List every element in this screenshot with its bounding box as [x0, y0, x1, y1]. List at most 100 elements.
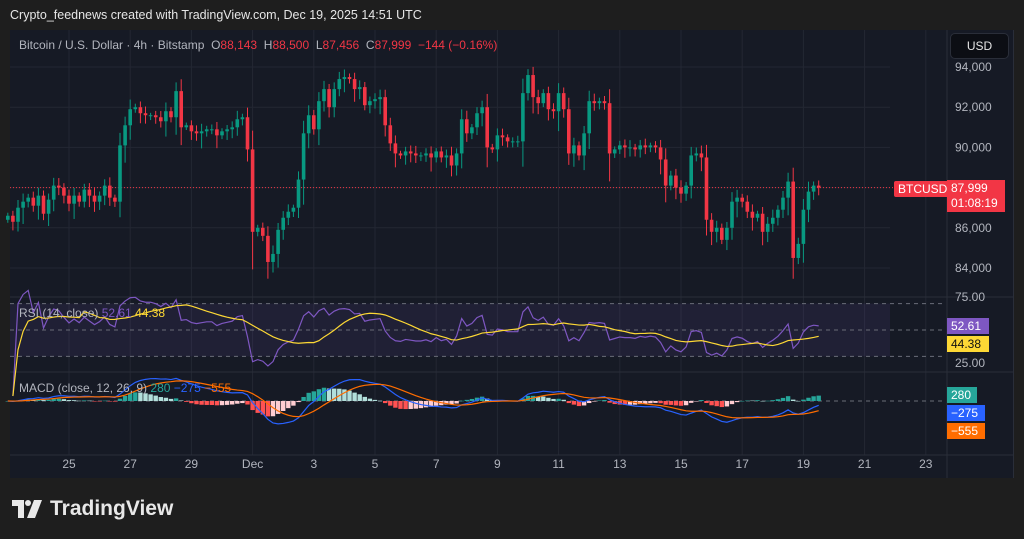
candle-body: [62, 187, 66, 196]
candle-body: [306, 115, 311, 134]
candle-body: [459, 119, 464, 154]
candle-body: [771, 217, 775, 224]
macd-histogram-bar: [342, 389, 347, 401]
macd-histogram-bar: [796, 400, 801, 402]
candle-body: [128, 109, 132, 126]
macd-histogram-bar: [454, 401, 459, 404]
macd-histogram-bar: [66, 400, 72, 401]
macd-histogram-bar: [326, 388, 332, 401]
macd-histogram-bar: [541, 396, 546, 401]
candle-body: [179, 91, 183, 128]
candle-body: [296, 179, 301, 208]
macd-histogram-bar: [755, 400, 760, 401]
candle-body: [480, 107, 484, 114]
candle-body: [26, 197, 30, 202]
macd-histogram-bar: [724, 401, 730, 407]
macd-histogram-bar: [158, 397, 163, 401]
candle-body: [704, 157, 709, 220]
macd-histogram-bar: [301, 396, 306, 401]
macd-histogram-bar: [750, 400, 755, 402]
macd-histogram-bar: [561, 399, 566, 401]
macd-histogram-bar: [785, 396, 791, 401]
macd-legend: MACD (close, 12, 26, 9) 280 −275 −555: [19, 381, 231, 395]
candle-body: [755, 213, 760, 218]
candle-body: [373, 99, 377, 102]
candle-body: [67, 195, 71, 204]
macd-histogram-bar: [316, 389, 322, 401]
open-label: O: [211, 38, 221, 52]
candle-body: [638, 145, 642, 150]
candle-body: [720, 227, 724, 240]
currency-button[interactable]: USD: [950, 33, 1009, 59]
x-tick-label: 11: [552, 457, 565, 471]
tradingview-logo[interactable]: TradingView: [12, 497, 173, 521]
rsi-title[interactable]: RSI (14, close): [19, 306, 99, 320]
macd-histogram-bar: [275, 401, 281, 414]
candle-body: [740, 197, 744, 202]
macd-histogram-bar: [281, 401, 286, 411]
candle-body: [189, 125, 194, 132]
candle-body: [332, 89, 336, 108]
macd-title[interactable]: MACD (close, 12, 26, 9): [19, 381, 148, 395]
macd-histogram-bar: [163, 397, 169, 401]
symbol-description[interactable]: Bitcoin / U.S. Dollar · 4h · Bitstamp: [19, 38, 205, 52]
rsi-legend: RSI (14, close) 52.61 44.38: [19, 306, 165, 320]
x-tick-label: 27: [124, 457, 138, 471]
rsi-value: 52.61: [101, 306, 132, 320]
high-value: 88,500: [272, 38, 310, 52]
candle-body: [357, 87, 362, 90]
x-tick-label: 29: [185, 457, 199, 471]
macd-histogram-bar: [536, 396, 541, 401]
candle-body: [663, 159, 668, 186]
last-price-tag: 87,999 01:08:19: [947, 180, 1005, 212]
macd-histogram-bar: [56, 398, 61, 401]
tradingview-logo-icon: [12, 500, 42, 518]
macd-value: −275: [173, 381, 201, 395]
x-tick-label: 23: [919, 457, 933, 471]
macd-histogram-bar: [704, 401, 709, 403]
candle-body: [123, 125, 127, 146]
candle-body: [526, 75, 530, 94]
candle-body: [41, 195, 46, 214]
candle-body: [541, 93, 546, 104]
candle-body: [546, 93, 551, 110]
candle-body: [393, 143, 398, 154]
candle-body: [434, 151, 438, 158]
candle-body: [607, 103, 612, 154]
macd-tag: −275: [947, 405, 985, 421]
candle-body: [317, 101, 321, 130]
candle-body: [485, 107, 489, 148]
candle-body: [77, 195, 81, 202]
macd-histogram-bar: [694, 401, 699, 402]
candle-body: [567, 109, 571, 154]
macd-histogram-bar: [372, 399, 378, 401]
symbol-legend: Bitcoin / U.S. Dollar · 4h · Bitstamp O 8…: [19, 38, 497, 52]
macd-histogram-bar: [311, 391, 316, 401]
candle-body: [735, 197, 739, 202]
macd-histogram-bar: [780, 397, 786, 401]
macd-histogram-bar: [770, 400, 775, 401]
candle-body: [791, 181, 795, 258]
candle-body: [577, 145, 581, 156]
candle-body: [204, 129, 209, 132]
macd-histogram-bar: [168, 398, 174, 401]
rsi-ma-value: 44.38: [135, 306, 166, 320]
macd-histogram-bar: [122, 395, 128, 401]
macd-histogram-bar: [408, 401, 413, 409]
candle-body: [633, 147, 637, 150]
candle-body: [82, 189, 87, 202]
x-tick-label: 7: [433, 457, 440, 471]
candle-body: [286, 211, 291, 218]
macd-signal-line: [7, 380, 819, 419]
candle-body: [684, 185, 688, 194]
candle-body: [444, 155, 449, 158]
candle-body: [582, 133, 586, 156]
macd-histogram-bar: [296, 401, 301, 403]
candle-body: [470, 127, 474, 134]
macd-histogram-bar: [214, 401, 220, 406]
macd-histogram-bar: [607, 401, 612, 403]
macd-histogram-bar: [709, 401, 714, 406]
brand-name: TradingView: [50, 497, 174, 520]
rsi-line: [12, 289, 819, 397]
